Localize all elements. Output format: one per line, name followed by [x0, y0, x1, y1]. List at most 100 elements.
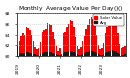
Bar — [92, 51, 94, 56]
Bar — [80, 47, 82, 56]
Bar — [94, 52, 96, 56]
Bar — [64, 52, 66, 56]
Bar — [43, 52, 45, 56]
Bar — [19, 41, 20, 56]
Bar — [106, 52, 108, 56]
Bar — [27, 28, 29, 56]
Bar — [57, 51, 59, 56]
Bar — [85, 52, 87, 56]
Bar — [57, 55, 59, 56]
Bar — [31, 53, 32, 56]
Bar — [80, 55, 82, 56]
Bar — [45, 52, 47, 56]
Bar — [52, 32, 54, 56]
Bar — [87, 25, 89, 56]
Bar — [61, 54, 62, 56]
Bar — [82, 41, 83, 56]
Bar — [29, 53, 31, 56]
Bar — [48, 52, 50, 56]
Bar — [77, 54, 78, 56]
Bar — [78, 49, 80, 56]
Bar — [84, 36, 85, 56]
Bar — [119, 54, 120, 56]
Bar — [98, 45, 99, 56]
Bar — [50, 52, 52, 56]
Bar — [34, 54, 36, 56]
Bar — [99, 55, 101, 56]
Bar — [61, 55, 62, 56]
Bar — [99, 49, 101, 56]
Bar — [66, 52, 68, 56]
Bar — [96, 35, 97, 56]
Bar — [92, 18, 94, 56]
Bar — [22, 33, 24, 56]
Bar — [56, 54, 57, 56]
Bar — [77, 46, 78, 56]
Bar — [106, 27, 108, 56]
Bar — [33, 54, 34, 56]
Bar — [113, 51, 115, 56]
Bar — [22, 53, 24, 56]
Bar — [105, 33, 106, 56]
Bar — [56, 46, 57, 56]
Bar — [20, 36, 22, 56]
Bar — [73, 27, 75, 56]
Bar — [115, 24, 117, 56]
Bar — [33, 41, 34, 56]
Bar — [122, 55, 124, 56]
Bar — [91, 51, 92, 56]
Bar — [31, 35, 32, 56]
Bar — [45, 29, 47, 56]
Bar — [20, 53, 22, 56]
Bar — [121, 55, 122, 56]
Bar — [115, 51, 117, 56]
Bar — [34, 47, 36, 56]
Bar — [84, 53, 85, 56]
Bar — [75, 37, 76, 56]
Bar — [98, 54, 99, 56]
Bar — [112, 14, 113, 56]
Bar — [91, 17, 92, 56]
Bar — [113, 16, 115, 56]
Bar — [47, 52, 48, 56]
Bar — [105, 53, 106, 56]
Bar — [54, 39, 55, 56]
Bar — [24, 35, 25, 56]
Bar — [24, 53, 25, 56]
Bar — [48, 24, 50, 56]
Bar — [19, 54, 20, 56]
Bar — [119, 44, 120, 56]
Bar — [54, 54, 55, 56]
Bar — [41, 32, 43, 56]
Bar — [41, 53, 43, 56]
Title: Monthly  Average Value Per Day($) ($): Monthly Average Value Per Day($) ($) — [18, 4, 124, 13]
Bar — [124, 46, 126, 56]
Bar — [121, 48, 122, 56]
Bar — [71, 51, 73, 56]
Bar — [103, 54, 104, 56]
Bar — [94, 25, 96, 56]
Bar — [87, 52, 89, 56]
Bar — [52, 53, 54, 56]
Bar — [110, 51, 112, 56]
Bar — [38, 48, 40, 56]
Bar — [26, 52, 27, 56]
Bar — [85, 29, 87, 56]
Bar — [101, 48, 103, 56]
Bar — [40, 42, 41, 56]
Bar — [70, 51, 71, 56]
Bar — [17, 46, 18, 56]
Bar — [122, 47, 124, 56]
Bar — [63, 33, 64, 56]
Bar — [68, 51, 69, 56]
Bar — [110, 16, 112, 56]
Bar — [103, 43, 104, 56]
Bar — [43, 30, 45, 56]
Bar — [36, 55, 38, 56]
Bar — [124, 54, 126, 56]
Bar — [59, 55, 61, 56]
Bar — [89, 51, 90, 56]
Bar — [38, 55, 40, 56]
Legend: Solar Value, Avg: Solar Value, Avg — [93, 14, 124, 26]
Bar — [26, 27, 27, 56]
